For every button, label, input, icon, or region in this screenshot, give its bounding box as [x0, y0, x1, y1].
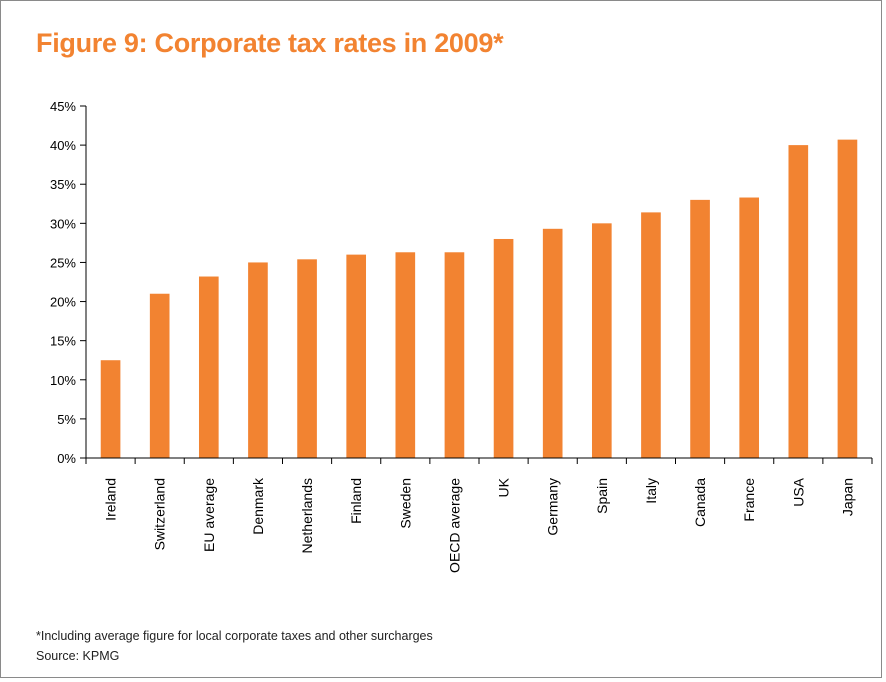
bar-uk [493, 238, 514, 458]
y-tick-label: 5% [57, 412, 76, 427]
x-tick-label: Canada [692, 478, 708, 527]
x-tick-label: Finland [348, 478, 364, 524]
x-tick-label: UK [496, 477, 512, 497]
bar-oecd-average [444, 252, 465, 458]
footnote: *Including average figure for local corp… [36, 629, 433, 643]
bar-germany [542, 228, 563, 458]
x-tick-label: EU average [201, 478, 217, 552]
x-tick-label: OECD average [446, 478, 462, 573]
x-tick-label: Spain [594, 478, 610, 514]
y-tick-label: 35% [50, 177, 76, 192]
bar-japan [837, 139, 858, 458]
source-note: Source: KPMG [36, 649, 120, 663]
x-tick-label: Sweden [397, 478, 413, 529]
bar-italy [641, 212, 661, 458]
bar-finland [346, 254, 367, 458]
bar-france [739, 197, 760, 458]
bar-chart: 0% 5% 10% 15% 20% 25% 30% 35% 40% 45% Ireland Swit… [50, 99, 873, 573]
x-tick-label: Germany [545, 478, 561, 536]
bar-ireland [100, 360, 121, 458]
x-tick-label: Italy [643, 478, 659, 504]
bars [100, 139, 858, 458]
y-axis: 0% 5% 10% 15% 20% 25% 30% 35% 40% 45% [50, 99, 87, 466]
x-tick-label: Switzerland [152, 478, 168, 550]
bar-usa [788, 145, 809, 458]
x-tick-label: Netherlands [299, 478, 315, 554]
bar-denmark [248, 262, 268, 458]
y-tick-label: 15% [50, 334, 76, 349]
y-tick-label: 25% [50, 255, 76, 270]
x-tick-label: Japan [839, 478, 855, 516]
x-tick-label: Ireland [103, 478, 119, 521]
y-tick-label: 0% [57, 451, 76, 466]
y-tick-label: 10% [50, 373, 76, 388]
y-tick-label: 30% [50, 216, 76, 231]
bar-eu-average [198, 276, 219, 458]
y-tick-label: 40% [50, 138, 76, 153]
bar-sweden [395, 252, 416, 458]
x-tick-label: France [741, 478, 757, 522]
x-axis: Ireland Switzerland EU average Denmark Nethe… [85, 457, 873, 573]
bar-canada [690, 199, 710, 458]
y-tick-label: 45% [50, 99, 76, 114]
bar-switzerland [149, 293, 170, 458]
x-tick-label: USA [790, 477, 806, 506]
x-tick-label: Denmark [250, 477, 266, 535]
y-tick-label: 20% [50, 295, 76, 310]
bar-spain [591, 223, 612, 458]
chart-title: Figure 9: Corporate tax rates in 2009* [36, 28, 504, 58]
bar-netherlands [297, 259, 317, 458]
